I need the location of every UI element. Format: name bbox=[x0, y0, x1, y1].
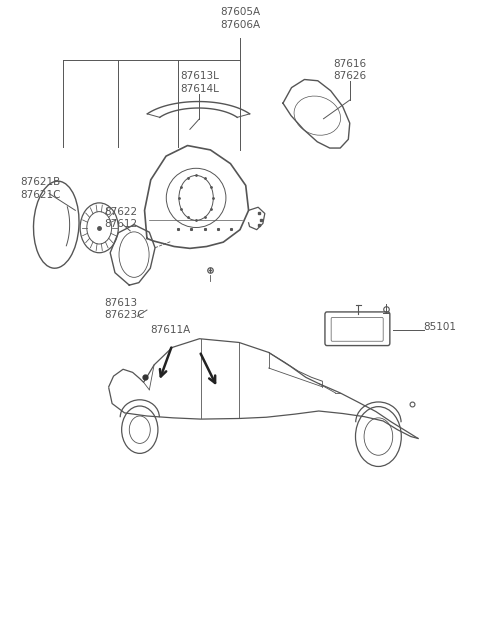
Text: 87621B
87621C: 87621B 87621C bbox=[21, 177, 61, 200]
Text: 87611A: 87611A bbox=[151, 325, 191, 335]
Text: 87616
87626: 87616 87626 bbox=[333, 59, 366, 82]
Text: 87613L
87614L: 87613L 87614L bbox=[180, 72, 219, 94]
Text: 87605A
87606A: 87605A 87606A bbox=[220, 8, 260, 30]
Text: 85101: 85101 bbox=[424, 322, 457, 332]
Text: 87622
87612: 87622 87612 bbox=[104, 207, 137, 229]
Text: 87613
87623C: 87613 87623C bbox=[104, 298, 144, 320]
